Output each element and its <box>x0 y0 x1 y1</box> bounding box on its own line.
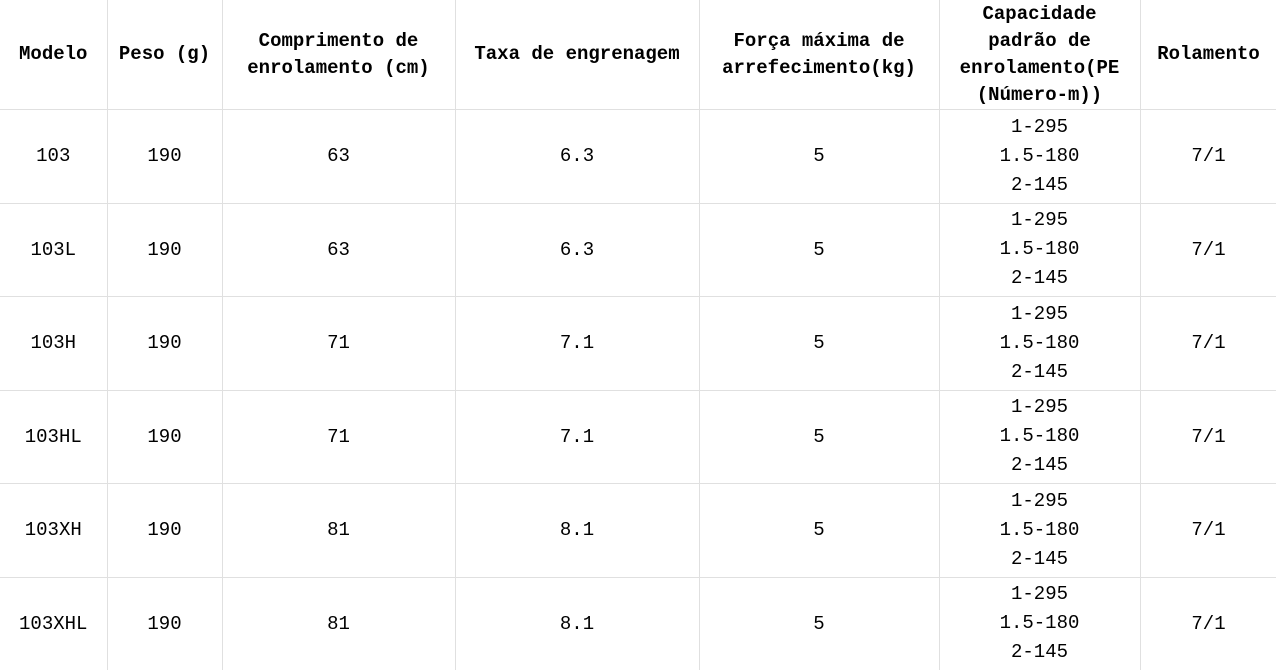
cell-rolamento: 7/1 <box>1140 203 1276 297</box>
cell-peso: 190 <box>107 577 223 670</box>
cell-taxa: 8.1 <box>455 577 700 670</box>
cell-taxa: 7.1 <box>455 390 700 484</box>
cell-modelo: 103 <box>0 109 108 204</box>
cell-comprimento: 71 <box>222 296 456 391</box>
table-body: 103 190 63 6.3 5 1-295 1.5-180 2-145 7/1 1… <box>0 109 1276 670</box>
header-row: Modelo Peso (g) Comprimento de enrolament… <box>0 0 1276 110</box>
cell-comprimento: 63 <box>222 203 456 297</box>
cell-peso: 190 <box>107 109 223 204</box>
cell-taxa: 6.3 <box>455 203 700 297</box>
header-cell-capacidade: Capacidade padrão de enrolamento(PE (Número… <box>939 0 1141 110</box>
cell-taxa: 8.1 <box>455 483 700 578</box>
cell-peso: 190 <box>107 203 223 297</box>
table-row: 103XH 190 81 8.1 5 1-295 1.5-180 2-145 7/1 <box>0 483 1276 578</box>
cell-forca: 5 <box>699 109 940 204</box>
header-cell-taxa: Taxa de engrenagem <box>455 0 700 110</box>
table-header: Modelo Peso (g) Comprimento de enrolament… <box>0 0 1276 110</box>
cell-modelo: 103H <box>0 296 108 391</box>
cell-forca: 5 <box>699 390 940 484</box>
cell-capacidade: 1-295 1.5-180 2-145 <box>939 203 1141 297</box>
cell-capacidade: 1-295 1.5-180 2-145 <box>939 390 1141 484</box>
cell-peso: 190 <box>107 483 223 578</box>
cell-capacidade: 1-295 1.5-180 2-145 <box>939 296 1141 391</box>
cell-rolamento: 7/1 <box>1140 577 1276 670</box>
cell-comprimento: 63 <box>222 109 456 204</box>
cell-rolamento: 7/1 <box>1140 483 1276 578</box>
cell-capacidade: 1-295 1.5-180 2-145 <box>939 577 1141 670</box>
cell-rolamento: 7/1 <box>1140 109 1276 204</box>
cell-comprimento: 81 <box>222 483 456 578</box>
cell-taxa: 7.1 <box>455 296 700 391</box>
cell-forca: 5 <box>699 483 940 578</box>
cell-forca: 5 <box>699 203 940 297</box>
table-row: 103H 190 71 7.1 5 1-295 1.5-180 2-145 7/1 <box>0 296 1276 391</box>
cell-modelo: 103HL <box>0 390 108 484</box>
header-cell-rolamento: Rolamento <box>1140 0 1276 110</box>
cell-peso: 190 <box>107 390 223 484</box>
table-row: 103HL 190 71 7.1 5 1-295 1.5-180 2-145 7/1 <box>0 390 1276 484</box>
cell-taxa: 6.3 <box>455 109 700 204</box>
cell-capacidade: 1-295 1.5-180 2-145 <box>939 483 1141 578</box>
cell-comprimento: 81 <box>222 577 456 670</box>
cell-rolamento: 7/1 <box>1140 390 1276 484</box>
header-cell-peso: Peso (g) <box>107 0 223 110</box>
cell-rolamento: 7/1 <box>1140 296 1276 391</box>
cell-forca: 5 <box>699 577 940 670</box>
header-cell-comprimento: Comprimento de enrolamento (cm) <box>222 0 456 110</box>
cell-capacidade: 1-295 1.5-180 2-145 <box>939 109 1141 204</box>
cell-modelo: 103L <box>0 203 108 297</box>
table-row: 103XHL 190 81 8.1 5 1-295 1.5-180 2-145 7/… <box>0 577 1276 670</box>
table-row: 103 190 63 6.3 5 1-295 1.5-180 2-145 7/1 <box>0 109 1276 204</box>
cell-modelo: 103XHL <box>0 577 108 670</box>
cell-comprimento: 71 <box>222 390 456 484</box>
header-cell-forca: Força máxima de arrefecimento(kg) <box>699 0 940 110</box>
table-row: 103L 190 63 6.3 5 1-295 1.5-180 2-145 7/1 <box>0 203 1276 297</box>
cell-peso: 190 <box>107 296 223 391</box>
cell-forca: 5 <box>699 296 940 391</box>
header-cell-modelo: Modelo <box>0 0 108 110</box>
cell-modelo: 103XH <box>0 483 108 578</box>
